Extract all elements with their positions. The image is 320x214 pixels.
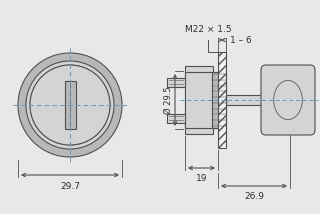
Bar xyxy=(167,77,185,86)
Circle shape xyxy=(30,65,110,145)
Circle shape xyxy=(18,53,122,157)
FancyBboxPatch shape xyxy=(261,65,315,135)
Ellipse shape xyxy=(274,80,302,119)
Text: 1 – 6: 1 – 6 xyxy=(230,36,252,45)
Bar xyxy=(218,52,226,148)
Text: 29.7: 29.7 xyxy=(60,182,80,191)
Text: 19: 19 xyxy=(196,174,207,183)
Bar xyxy=(212,72,226,128)
Circle shape xyxy=(26,61,114,149)
Bar xyxy=(65,81,76,129)
Text: Ø 29.5: Ø 29.5 xyxy=(164,86,173,114)
Bar xyxy=(226,95,290,105)
Bar xyxy=(185,72,218,128)
Bar xyxy=(167,113,185,122)
Bar xyxy=(185,66,213,134)
Text: 26.9: 26.9 xyxy=(244,192,264,201)
Circle shape xyxy=(30,65,110,145)
Text: M22 × 1.5: M22 × 1.5 xyxy=(185,25,231,52)
